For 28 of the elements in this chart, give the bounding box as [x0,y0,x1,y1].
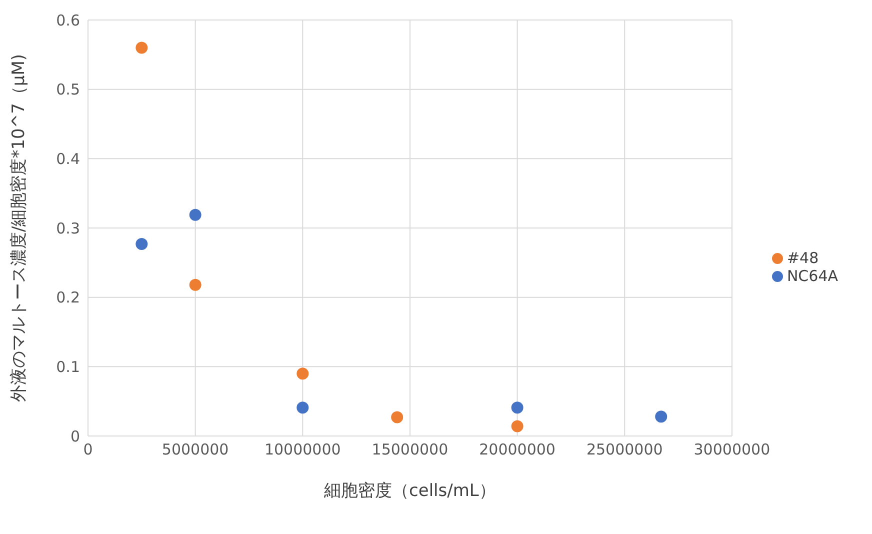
point [511,402,524,414]
x-tick-label: 25000000 [586,440,663,459]
y-tick-label: 0.3 [56,219,80,238]
x-tick-label: 5000000 [162,440,229,459]
x-tick-label: 30000000 [694,440,770,459]
point [136,238,148,250]
y-tick-label: 0.6 [56,11,80,30]
y-tick-label: 0 [70,427,80,446]
x-tick-label: 20000000 [479,440,556,459]
point [189,208,202,221]
y-tick-label: 0.5 [56,80,80,99]
x-axis-title: 細胞密度（cells/mL） [323,481,496,501]
legend-label: #48 [786,249,819,267]
y-axis-title: 外液のマルトース濃度/細胞密度*10^7（μM) [9,54,30,402]
point [189,278,202,291]
point [655,410,668,423]
point [511,420,524,432]
point [391,411,404,424]
x-tick-label: 15000000 [372,440,448,459]
legend-label: NC64A [786,267,838,285]
point [296,368,309,380]
x-tick-label: 0 [83,440,93,459]
y-tick-label: 0.1 [56,358,80,376]
y-tick-label: 0.2 [56,288,80,307]
point [296,402,309,414]
point [136,42,148,54]
x-tick-label: 10000000 [264,440,341,459]
y-tick-label: 0.4 [56,150,80,168]
